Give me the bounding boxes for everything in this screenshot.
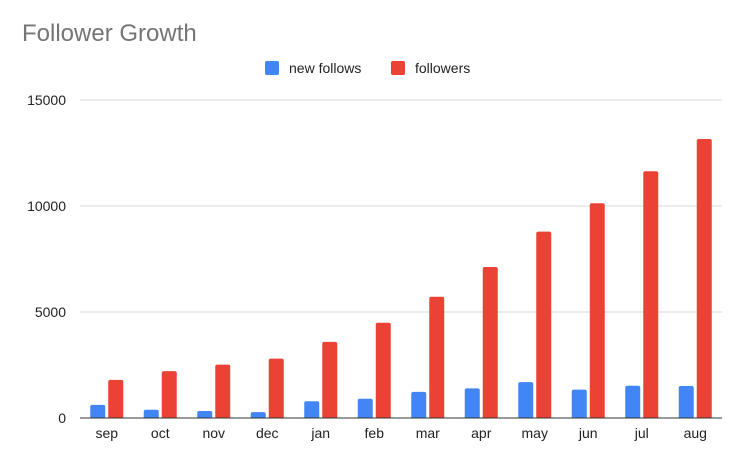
x-tick-label-oct: oct [151,425,170,441]
bar-new-follows-dec [250,412,266,418]
x-tick-label-jan: jan [310,425,330,441]
bar-followers-may [536,231,552,418]
bar-followers-sep [108,379,124,418]
chart-title: Follower Growth [22,20,197,47]
bar-new-follows-mar [411,391,427,418]
bar-new-follows-jan [304,401,320,418]
bar-new-follows-apr [464,388,480,418]
y-tick-label-3: 15000 [27,92,66,108]
bar-followers-apr [482,267,498,418]
y-tick-label-2: 10000 [27,198,66,214]
bar-followers-aug [696,139,712,418]
bar-new-follows-aug [678,385,694,418]
x-tick-label-apr: apr [471,425,492,441]
bar-new-follows-jul [625,385,641,418]
x-tick-label-sep: sep [95,425,118,441]
legend-item-series-0[interactable]: new follows [265,60,361,76]
legend-swatch-series-0 [265,61,279,75]
bar-followers-jul [643,171,659,418]
chart-legend: new follows followers [0,60,747,82]
x-tick-label-may: may [522,425,548,441]
bar-new-follows-sep [90,404,106,418]
bar-new-follows-nov [197,411,213,418]
x-tick-label-mar: mar [416,425,440,441]
bar-followers-nov [215,364,231,418]
bar-new-follows-feb [357,398,373,418]
bar-followers-feb [375,322,391,418]
y-tick-label-0: 0 [58,410,66,426]
bar-followers-oct [161,371,177,418]
legend-item-series-1[interactable]: followers [391,60,470,76]
x-tick-label-jun: jun [578,425,598,441]
bar-followers-dec [268,358,284,418]
x-tick-label-jul: jul [634,425,649,441]
bar-followers-mar [429,296,445,418]
x-tick-label-aug: aug [684,425,707,441]
legend-label-series-0: new follows [289,60,362,76]
bar-followers-jun [589,203,605,418]
x-tick-label-dec: dec [256,425,279,441]
bar-new-follows-may [518,382,534,418]
bar-followers-jan [322,341,338,418]
legend-swatch-series-1 [391,61,405,75]
y-tick-label-1: 5000 [35,304,66,320]
bar-new-follows-jun [571,389,587,418]
bar-new-follows-oct [143,409,159,418]
x-tick-label-feb: feb [365,425,385,441]
legend-label-series-1: followers [415,60,471,76]
x-tick-label-nov: nov [202,425,225,441]
